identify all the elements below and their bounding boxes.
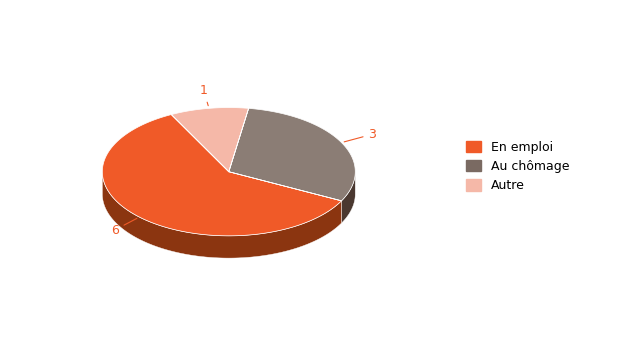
Polygon shape bbox=[172, 107, 248, 172]
Polygon shape bbox=[102, 173, 342, 258]
Polygon shape bbox=[102, 115, 342, 236]
Text: 1: 1 bbox=[200, 84, 208, 106]
Polygon shape bbox=[229, 108, 355, 201]
Legend: En emploi, Au chômage, Autre: En emploi, Au chômage, Autre bbox=[467, 141, 570, 192]
Text: 6: 6 bbox=[111, 218, 137, 237]
Polygon shape bbox=[342, 172, 355, 223]
Text: 3: 3 bbox=[344, 128, 376, 142]
